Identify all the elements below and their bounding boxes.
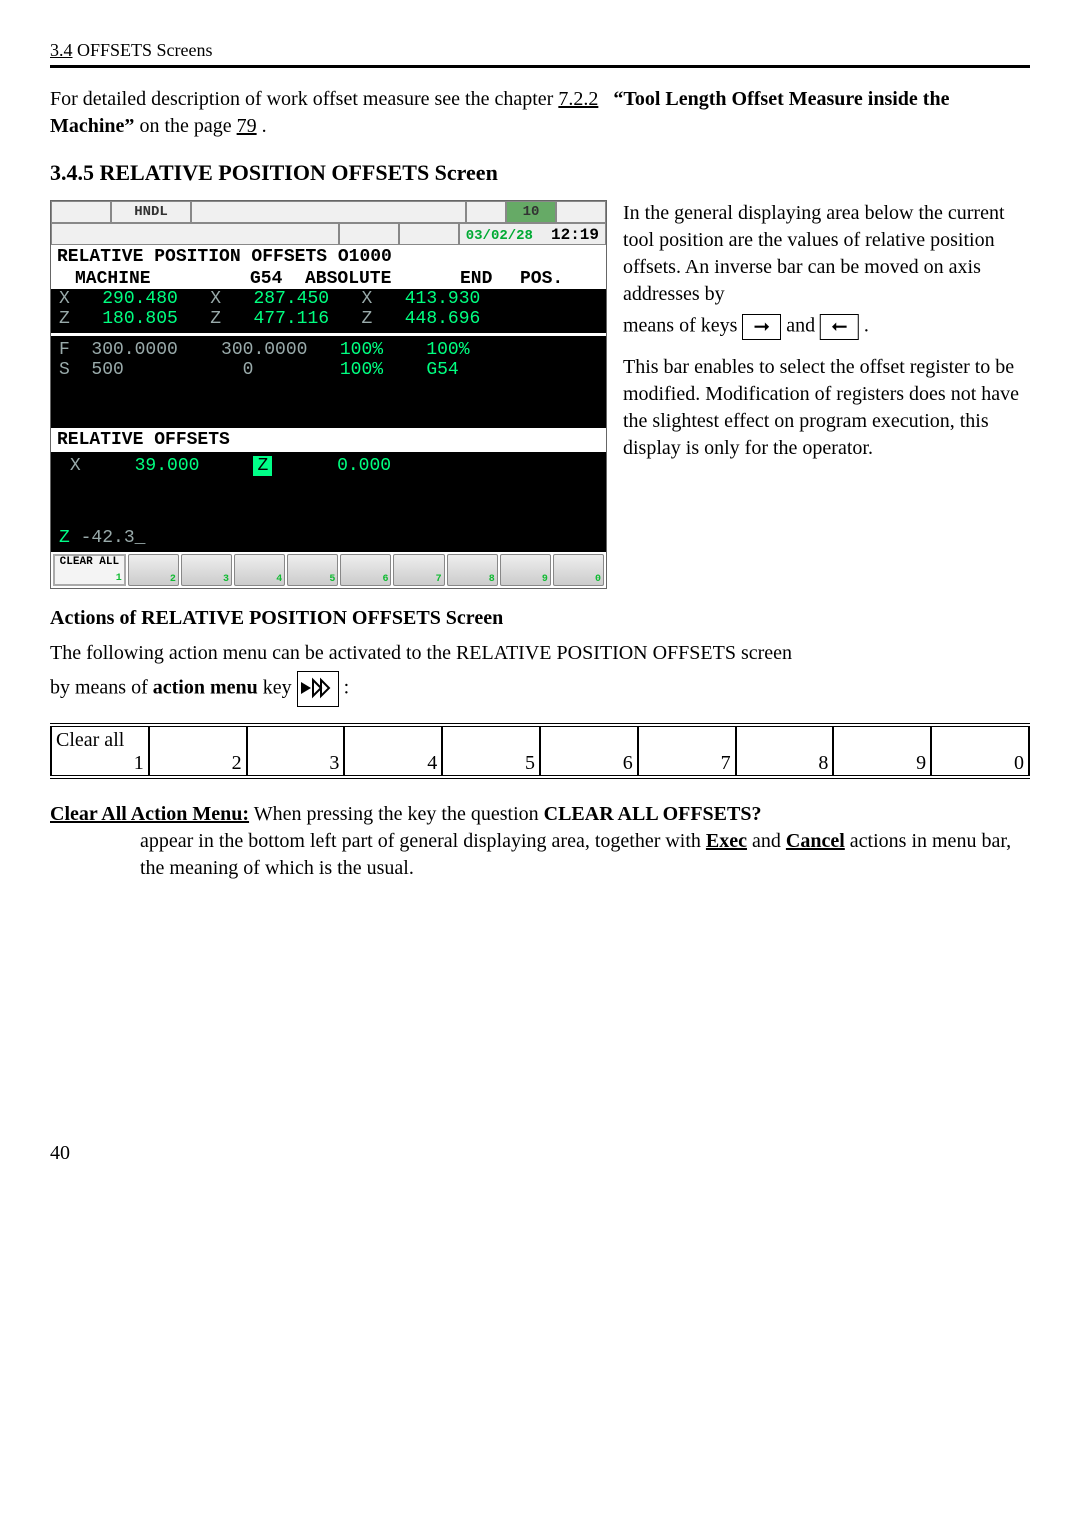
actions-p: The following action menu can be activat… — [50, 640, 1030, 667]
date-time: 03/02/28 12:19 — [459, 223, 606, 245]
clear-all-paragraph: Clear All Action Menu: When pressing the… — [50, 801, 1030, 882]
scr-time: 12:19 — [551, 226, 599, 244]
hdr-end: END — [460, 269, 520, 289]
softkey-0[interactable]: 0 — [553, 554, 604, 586]
slot-3: 3 — [247, 725, 345, 777]
right-column: In the general displaying area below the… — [623, 200, 1030, 482]
clearall-exec: Exec — [706, 830, 747, 852]
softkey-6[interactable]: 6 — [340, 554, 391, 586]
action-menu-key-icon — [297, 671, 339, 707]
slot-5-num: 5 — [525, 752, 535, 774]
softkey-7[interactable]: 7 — [393, 554, 444, 586]
slot-3-num: 3 — [329, 752, 339, 774]
section-title: OFFSETS Screens — [77, 40, 213, 60]
heading-345: 3.4.5 RELATIVE POSITION OFFSETS Screen — [50, 160, 1030, 186]
softkey-3[interactable]: 3 — [181, 554, 232, 586]
section-header: 3.4 OFFSETS Screens — [50, 40, 1030, 61]
intro-suffix: on the page — [139, 115, 236, 137]
cnc-screen: HNDL 10 03/02/28 12:19 RELATIVE POSITION… — [50, 200, 605, 589]
mode-cell[interactable]: HNDL — [111, 201, 191, 223]
clearall-question: CLEAR ALL OFFSETS? — [544, 803, 762, 825]
softkey-8[interactable]: 8 — [447, 554, 498, 586]
slot-0: 0 — [931, 725, 1029, 777]
slot-8-num: 8 — [818, 752, 828, 774]
slot-4: 4 — [344, 725, 442, 777]
intro-chapter-ref: 7.2.2 — [558, 88, 598, 110]
slot-9: 9 — [833, 725, 931, 777]
slot-7: 7 — [638, 725, 736, 777]
key-word: key — [263, 677, 297, 699]
clearall-l2b: and — [752, 830, 786, 852]
hdr-absolute: ABSOLUTE — [305, 269, 460, 289]
hdr-pos: POS. — [520, 269, 563, 289]
scr-date: 03/02/28 — [466, 228, 533, 244]
slot-1: Clear all 1 — [51, 725, 149, 777]
clearall-indent: appear in the bottom left part of genera… — [140, 828, 1030, 882]
clearall-lead: Clear All Action Menu: — [50, 803, 249, 825]
colon: : — [344, 677, 350, 699]
scr-row-x: X 290.480 X 287.450 X 413.930 — [51, 289, 606, 309]
slot-1-num: 1 — [134, 752, 144, 775]
scr-subtitle: RELATIVE OFFSETS — [51, 428, 606, 452]
action-key-line: by means of action menu key : — [50, 671, 1030, 707]
softkey-table: Clear all 1 2 3 4 5 6 7 8 9 0 — [50, 723, 1030, 779]
right-p2: This bar enables to select the offset re… — [623, 354, 1030, 462]
slot-0-num: 0 — [1014, 752, 1024, 774]
softkey-9[interactable]: 9 — [500, 554, 551, 586]
intro-paragraph: For detailed description of work offset … — [50, 86, 1030, 140]
intro-page-ref: 79 — [237, 115, 257, 137]
slot-6: 6 — [540, 725, 638, 777]
right-keys-line: means of keys ➞ and ➞ . — [623, 314, 1030, 340]
slot-1-label: Clear all — [56, 729, 124, 751]
scr-highlight-z[interactable]: Z — [253, 456, 272, 476]
clearall-cancel: Cancel — [786, 830, 845, 852]
slot-6-num: 6 — [623, 752, 633, 774]
intro-period: . — [262, 115, 267, 137]
header-rule — [50, 65, 1030, 68]
slot-2-num: 2 — [232, 752, 242, 774]
scr-status-1: F 300.0000 300.0000 100% 100% — [51, 340, 606, 360]
section-number: 3.4 — [50, 40, 73, 60]
clearall-rest: When pressing the key the question — [254, 803, 544, 825]
scr-status-2: S 500 0 100% G54 — [51, 360, 606, 380]
hdr-g54: G54 — [250, 269, 305, 289]
scr-row-z: Z 180.805 Z 477.116 Z 448.696 — [51, 309, 606, 329]
slot-7-num: 7 — [721, 752, 731, 774]
scr-col-headers: MACHINE G54 ABSOLUTE END POS. — [51, 269, 606, 289]
page-number: 40 — [50, 1142, 1030, 1165]
softkey-4[interactable]: 4 — [234, 554, 285, 586]
scr-topbar2: 03/02/28 12:19 — [51, 223, 606, 245]
slot-4-num: 4 — [427, 752, 437, 774]
actions-heading: Actions of RELATIVE POSITION OFFSETS Scr… — [50, 607, 1030, 630]
scr-relative-offsets: X 39.000 Z 0.000 — [51, 452, 606, 480]
clearall-l2a: appear in the bottom left part of genera… — [140, 830, 706, 852]
arrow-left-key: ➞ — [820, 314, 859, 340]
scr-softkey-bar: CLEAR ALL1 2 3 4 5 6 7 8 9 0 — [51, 552, 606, 588]
action-menu-label: action menu — [153, 677, 258, 699]
arrow-right-key: ➞ — [742, 314, 781, 340]
slot-8: 8 — [736, 725, 834, 777]
scr-topbar: HNDL 10 — [51, 201, 606, 223]
slot-2: 2 — [149, 725, 247, 777]
softkey-clear-all[interactable]: CLEAR ALL1 — [53, 554, 126, 586]
slot-5: 5 — [442, 725, 540, 777]
mid-cell[interactable]: 10 — [506, 201, 556, 223]
right-and: and — [786, 315, 820, 337]
scr-input-line[interactable]: Z -42.3_ — [51, 528, 606, 552]
softkey-2[interactable]: 2 — [128, 554, 179, 586]
hdr-machine: MACHINE — [57, 269, 250, 289]
right-means: means of keys — [623, 315, 742, 337]
intro-text: For detailed description of work offset … — [50, 88, 558, 110]
by-means: by means of — [50, 677, 153, 699]
slot-9-num: 9 — [916, 752, 926, 774]
scr-title: RELATIVE POSITION OFFSETS O1000 — [51, 245, 606, 269]
softkey-5[interactable]: 5 — [287, 554, 338, 586]
right-period: . — [864, 315, 869, 337]
right-p1: In the general displaying area below the… — [623, 200, 1030, 308]
